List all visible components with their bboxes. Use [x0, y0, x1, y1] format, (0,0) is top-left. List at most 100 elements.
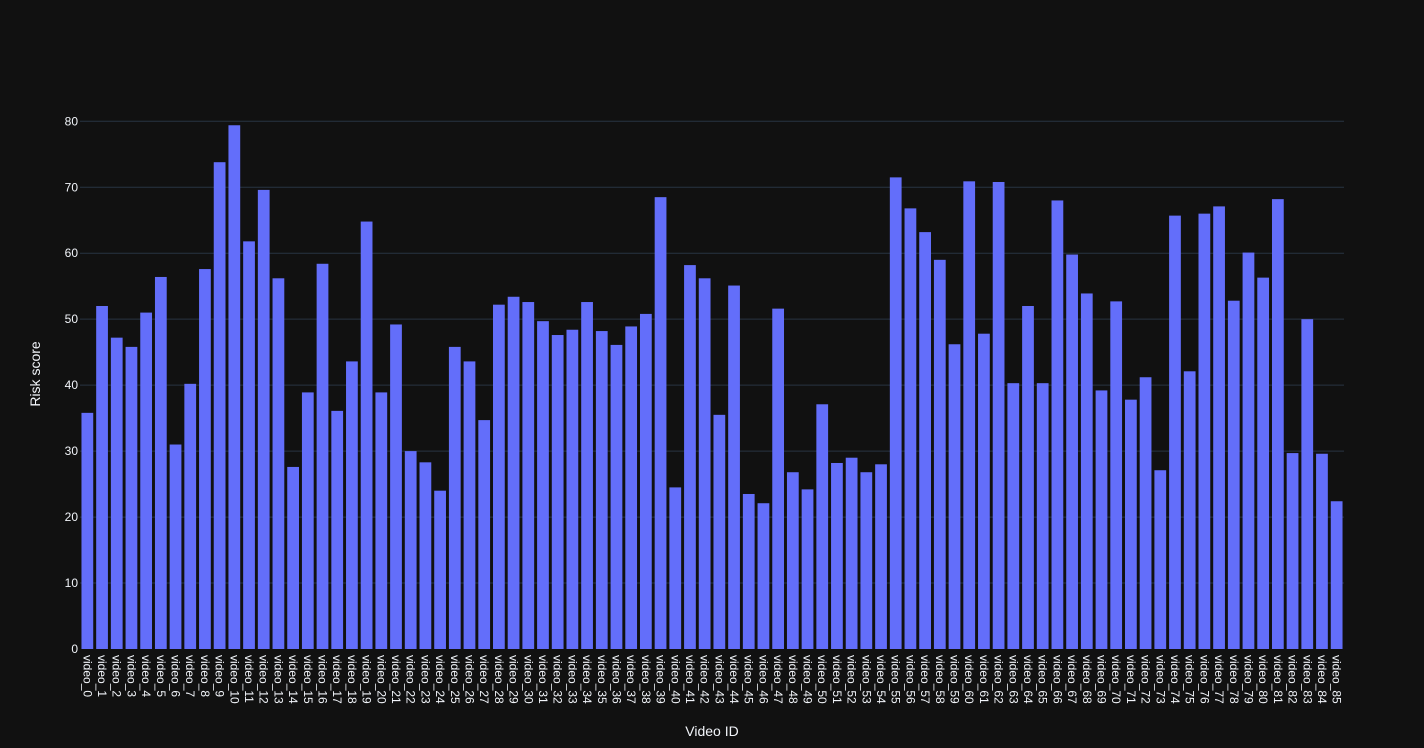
x-tick-label: video_47 — [771, 655, 785, 704]
y-axis-ticks: 0 10 20 30 40 50 60 70 80 — [65, 114, 79, 656]
bar-video_67[interactable] — [1066, 254, 1078, 650]
bar-video_36[interactable] — [610, 344, 623, 649]
bar-video_27[interactable] — [478, 420, 491, 649]
bar-video_80[interactable] — [1257, 277, 1270, 649]
x-tick-label: video_59 — [948, 655, 962, 704]
bar-video_49[interactable] — [801, 489, 814, 649]
bar-video_37[interactable] — [625, 326, 638, 649]
bar-video_22[interactable] — [404, 451, 417, 649]
bar-video_16[interactable] — [316, 263, 329, 649]
bar-video_10[interactable] — [228, 125, 241, 649]
bar-video_58[interactable] — [933, 259, 946, 649]
bar-video_6[interactable] — [169, 444, 182, 649]
bar-video_82[interactable] — [1286, 453, 1299, 649]
bar-video_61[interactable] — [978, 333, 990, 649]
bar-video_31[interactable] — [537, 321, 549, 649]
bar-video_48[interactable] — [786, 472, 799, 649]
bar-video_53[interactable] — [860, 472, 873, 649]
bar-video_77[interactable] — [1213, 206, 1225, 649]
bar-video_52[interactable] — [845, 457, 858, 649]
bar-video_42[interactable] — [698, 278, 711, 649]
bar-video_11[interactable] — [243, 241, 255, 649]
bar-video_23[interactable] — [419, 462, 432, 649]
bar-video_34[interactable] — [581, 302, 593, 649]
bar-video_4[interactable] — [140, 312, 153, 649]
bar-video_32[interactable] — [551, 335, 564, 649]
bar-video_71[interactable] — [1125, 399, 1137, 649]
bar-video_65[interactable] — [1036, 383, 1049, 649]
bar-video_8[interactable] — [199, 269, 211, 649]
bar-video_51[interactable] — [831, 462, 843, 649]
x-tick-label: video_79 — [1241, 655, 1255, 704]
bar-video_76[interactable] — [1198, 213, 1211, 649]
bar-video_1[interactable] — [96, 305, 108, 649]
bar-video_33[interactable] — [566, 329, 579, 649]
bar-video_74[interactable] — [1169, 215, 1181, 649]
bar-video_41[interactable] — [684, 265, 696, 649]
bar-video_83[interactable] — [1301, 319, 1314, 649]
x-tick-label: video_53 — [859, 655, 873, 704]
bar-video_47[interactable] — [772, 308, 785, 649]
bar-video_7[interactable] — [184, 383, 197, 649]
x-tick-label: video_37 — [624, 655, 638, 704]
bar-video_29[interactable] — [507, 296, 520, 649]
bar-video_62[interactable] — [992, 181, 1005, 649]
bar-video_69[interactable] — [1095, 390, 1108, 649]
x-tick-label: video_78 — [1227, 655, 1241, 704]
bar-video_81[interactable] — [1271, 199, 1284, 649]
bar-video_79[interactable] — [1242, 252, 1255, 650]
bar-video_35[interactable] — [595, 331, 608, 649]
bar-video_26[interactable] — [463, 361, 476, 649]
bar-video_59[interactable] — [948, 344, 961, 649]
bar-video_9[interactable] — [213, 162, 226, 649]
bar-video_5[interactable] — [154, 276, 167, 649]
bar-video_78[interactable] — [1227, 300, 1240, 649]
bar-video_2[interactable] — [110, 337, 123, 649]
bar-video_28[interactable] — [493, 304, 505, 649]
bar-video_3[interactable] — [125, 346, 138, 649]
bar-video_30[interactable] — [522, 302, 535, 649]
x-tick-label: video_24 — [433, 655, 447, 704]
bar-video_72[interactable] — [1139, 377, 1152, 649]
bar-video_44[interactable] — [728, 285, 740, 649]
x-axis-title: Video ID — [685, 723, 738, 739]
bar-video_63[interactable] — [1007, 383, 1020, 649]
bar-video_66[interactable] — [1051, 200, 1064, 649]
bar-video_14[interactable] — [287, 466, 299, 649]
bar-video_73[interactable] — [1154, 470, 1167, 649]
x-tick-label: video_38 — [639, 655, 653, 704]
bar-video_17[interactable] — [331, 410, 344, 649]
bar-video_64[interactable] — [1022, 305, 1034, 649]
x-tick-label: video_63 — [1006, 655, 1020, 704]
bar-video_75[interactable] — [1183, 371, 1196, 649]
bar-video_12[interactable] — [257, 189, 270, 649]
bar-video_46[interactable] — [757, 503, 770, 649]
bar-video_54[interactable] — [875, 464, 887, 649]
bar-video_55[interactable] — [889, 177, 902, 649]
bar-video_56[interactable] — [904, 208, 917, 649]
bar-video_24[interactable] — [434, 490, 446, 649]
bar-video_21[interactable] — [390, 324, 402, 649]
bar-video_68[interactable] — [1080, 293, 1093, 649]
bar-video_40[interactable] — [669, 487, 682, 649]
bar-video_85[interactable] — [1330, 501, 1343, 649]
bar-video_43[interactable] — [713, 414, 726, 649]
bar-video_70[interactable] — [1110, 301, 1123, 649]
bar-video_57[interactable] — [919, 232, 931, 649]
bar-video_50[interactable] — [816, 404, 829, 649]
bar-video_0[interactable] — [81, 412, 94, 649]
x-tick-label: video_29 — [507, 655, 521, 704]
bar-video_19[interactable] — [360, 221, 373, 649]
bar-video_38[interactable] — [639, 313, 652, 649]
bar-video_60[interactable] — [963, 181, 976, 649]
bar-video_39[interactable] — [654, 197, 667, 649]
bar-video_15[interactable] — [301, 392, 314, 649]
bar-video_84[interactable] — [1316, 453, 1328, 649]
bar-video_45[interactable] — [742, 493, 755, 649]
x-tick-label: video_17 — [330, 655, 344, 704]
bar-video_25[interactable] — [448, 346, 461, 649]
bar-video_13[interactable] — [272, 278, 285, 649]
bar-video_18[interactable] — [346, 361, 358, 649]
y-tick-label: 70 — [65, 180, 79, 194]
bar-video_20[interactable] — [375, 392, 388, 649]
